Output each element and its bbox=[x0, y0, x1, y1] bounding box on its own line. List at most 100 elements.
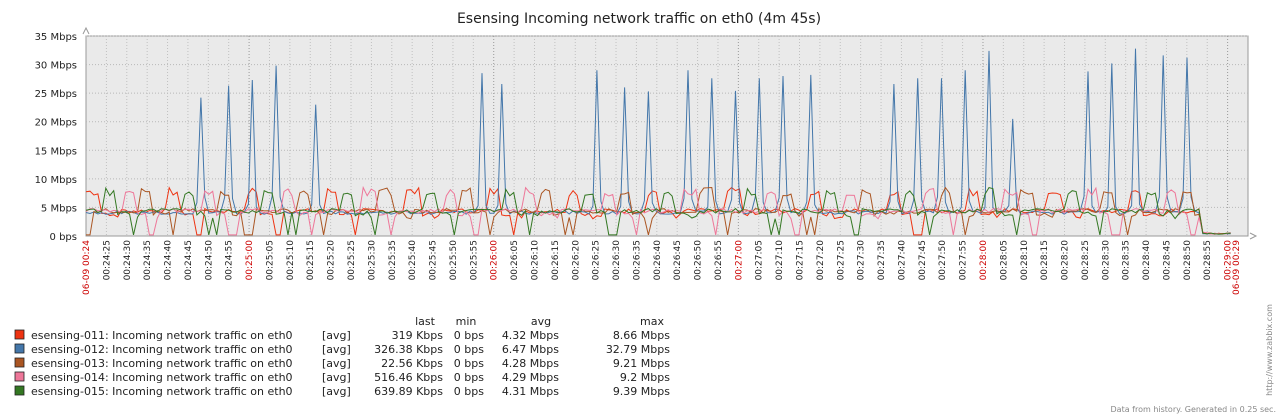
legend-series-name: esensing-015: Incoming network traffic o… bbox=[31, 385, 293, 398]
legend-value-max: 9.39 Mbps bbox=[613, 385, 670, 398]
x-tick-label: 00:26:30 bbox=[612, 240, 622, 281]
legend-value-max: 9.21 Mbps bbox=[613, 357, 670, 370]
y-tick-label: 35 Mbps bbox=[35, 32, 77, 43]
x-tick-label: 00:25:10 bbox=[286, 240, 296, 281]
x-tick-label: 00:25:05 bbox=[265, 240, 275, 280]
x-tick-label: 00:27:30 bbox=[857, 240, 867, 281]
x-tick-label: 00:25:00 bbox=[245, 240, 255, 281]
legend-value-max: 8.66 Mbps bbox=[613, 329, 670, 342]
x-tick-label: 00:26:00 bbox=[490, 240, 500, 281]
legend-value-avg: 6.47 Mbps bbox=[502, 343, 559, 356]
y-tick-label: 25 Mbps bbox=[35, 89, 77, 100]
y-tick-label: 15 Mbps bbox=[35, 146, 77, 157]
legend-value-max: 32.79 Mbps bbox=[606, 343, 670, 356]
footer-note: Data from history. Generated in 0.25 sec… bbox=[1111, 405, 1276, 414]
y-tick-label: 10 Mbps bbox=[35, 175, 77, 186]
y-axis: 0 bps 5 Mbps 10 Mbps 15 Mbps 20 Mbps 25 Mbps 3… bbox=[35, 26, 90, 243]
x-tick-label: 00:25:45 bbox=[429, 240, 439, 280]
y-axis-arrow bbox=[82, 26, 90, 35]
x-tick-label: 00:28:15 bbox=[1040, 240, 1050, 280]
legend-swatch bbox=[14, 329, 25, 340]
x-tick-label: 00:26:10 bbox=[530, 240, 540, 281]
x-tick-label: 00:27:15 bbox=[796, 240, 806, 280]
x-tick-label: 06-09 00:24 bbox=[82, 240, 92, 295]
x-tick-label: 00:26:35 bbox=[632, 240, 642, 280]
legend-value-last: 326.38 Kbps bbox=[374, 343, 443, 356]
x-tick-label: 00:24:45 bbox=[184, 240, 194, 280]
legend-series-name: esensing-014: Incoming network traffic o… bbox=[31, 371, 293, 384]
legend-header-avg: avg bbox=[531, 315, 551, 328]
x-tick-label: 00:24:30 bbox=[123, 240, 133, 281]
x-tick-label: 00:28:25 bbox=[1081, 240, 1091, 280]
x-tick-label: 00:25:15 bbox=[306, 240, 316, 280]
x-tick-label: 00:25:50 bbox=[449, 240, 459, 281]
x-tick-label: 00:25:55 bbox=[469, 240, 479, 280]
legend-value-max: 9.2 Mbps bbox=[620, 371, 670, 384]
legend-swatch bbox=[14, 357, 25, 368]
x-tick-label: 00:28:10 bbox=[1020, 240, 1030, 281]
x-tick-label: 00:27:35 bbox=[877, 240, 887, 280]
legend-value-last: 639.89 Kbps bbox=[374, 385, 443, 398]
x-tick-label: 00:27:50 bbox=[938, 240, 948, 281]
legend-agg: [avg] bbox=[322, 357, 351, 370]
x-tick-label: 00:26:05 bbox=[510, 240, 520, 280]
x-tick-label: 00:27:55 bbox=[959, 240, 969, 280]
x-tick-label: 00:28:55 bbox=[1203, 240, 1213, 280]
grid-lines bbox=[86, 35, 1248, 236]
legend-value-last: 319 Kbps bbox=[392, 329, 444, 342]
x-tick-label: 00:28:00 bbox=[979, 240, 989, 281]
x-tick-label: 00:26:40 bbox=[653, 240, 663, 281]
legend-value-avg: 4.31 Mbps bbox=[502, 385, 559, 398]
x-tick-label: 00:28:05 bbox=[999, 240, 1009, 280]
x-tick-label: 00:27:20 bbox=[816, 240, 826, 281]
zabbix-watermark: http://www.zabbix.com bbox=[1265, 304, 1274, 396]
legend-value-min: 0 bps bbox=[454, 343, 484, 356]
x-tick-label: 00:25:35 bbox=[388, 240, 398, 280]
x-tick-label: 00:25:30 bbox=[367, 240, 377, 281]
series-line-1 bbox=[85, 186, 1231, 236]
legend-swatch bbox=[14, 343, 25, 354]
x-tick-label: 00:28:30 bbox=[1101, 240, 1111, 281]
x-tick-label: 00:27:45 bbox=[918, 240, 928, 280]
x-tick-label: 00:26:15 bbox=[551, 240, 561, 280]
legend-header-last: last bbox=[415, 315, 436, 328]
legend-value-last: 22.56 Kbps bbox=[381, 357, 443, 370]
y-tick-label: 20 Mbps bbox=[35, 118, 77, 129]
x-tick-label: 00:28:50 bbox=[1183, 240, 1193, 281]
legend-swatch bbox=[14, 385, 25, 396]
x-tick-label: 00:24:55 bbox=[225, 240, 235, 280]
x-tick-label: 00:24:50 bbox=[204, 240, 214, 281]
x-tick-label: 00:28:45 bbox=[1162, 240, 1172, 280]
x-tick-label: 00:27:10 bbox=[775, 240, 785, 281]
legend-header-min: min bbox=[456, 315, 477, 328]
x-tick-label: 00:28:20 bbox=[1061, 240, 1071, 281]
x-tick-label: 00:25:40 bbox=[408, 240, 418, 281]
x-tick-label: 00:27:40 bbox=[897, 240, 907, 281]
x-tick-label: 06-09 00:29 bbox=[1232, 240, 1242, 295]
x-tick-label: 00:25:25 bbox=[347, 240, 357, 280]
x-tick-label: 00:28:40 bbox=[1142, 240, 1152, 281]
x-tick-label: 00:25:20 bbox=[327, 240, 337, 281]
legend-agg: [avg] bbox=[322, 329, 351, 342]
legend-value-min: 0 bps bbox=[454, 329, 484, 342]
x-tick-label: 00:26:55 bbox=[714, 240, 724, 280]
legend-header-max: max bbox=[640, 315, 664, 328]
x-tick-label: 00:27:05 bbox=[755, 240, 765, 280]
y-tick-label: 30 Mbps bbox=[35, 61, 77, 72]
y-tick-label: 5 Mbps bbox=[41, 203, 77, 214]
x-axis-arrow bbox=[1249, 232, 1258, 240]
x-tick-label: 00:27:00 bbox=[734, 240, 744, 281]
x-tick-label: 00:28:35 bbox=[1122, 240, 1132, 280]
chart-title: Esensing Incoming network traffic on eth… bbox=[457, 11, 821, 27]
x-tick-label: 00:26:50 bbox=[694, 240, 704, 281]
legend-swatch bbox=[14, 371, 25, 382]
legend-value-min: 0 bps bbox=[454, 371, 484, 384]
x-tick-label: 00:24:40 bbox=[164, 240, 174, 281]
legend-value-avg: 4.28 Mbps bbox=[502, 357, 559, 370]
legend-series-name: esensing-011: Incoming network traffic o… bbox=[31, 329, 293, 342]
x-tick-label: 00:24:25 bbox=[102, 240, 112, 280]
plot-background bbox=[85, 35, 1249, 237]
x-tick-label: 00:24:35 bbox=[143, 240, 153, 280]
series-line-5 bbox=[85, 186, 1231, 236]
